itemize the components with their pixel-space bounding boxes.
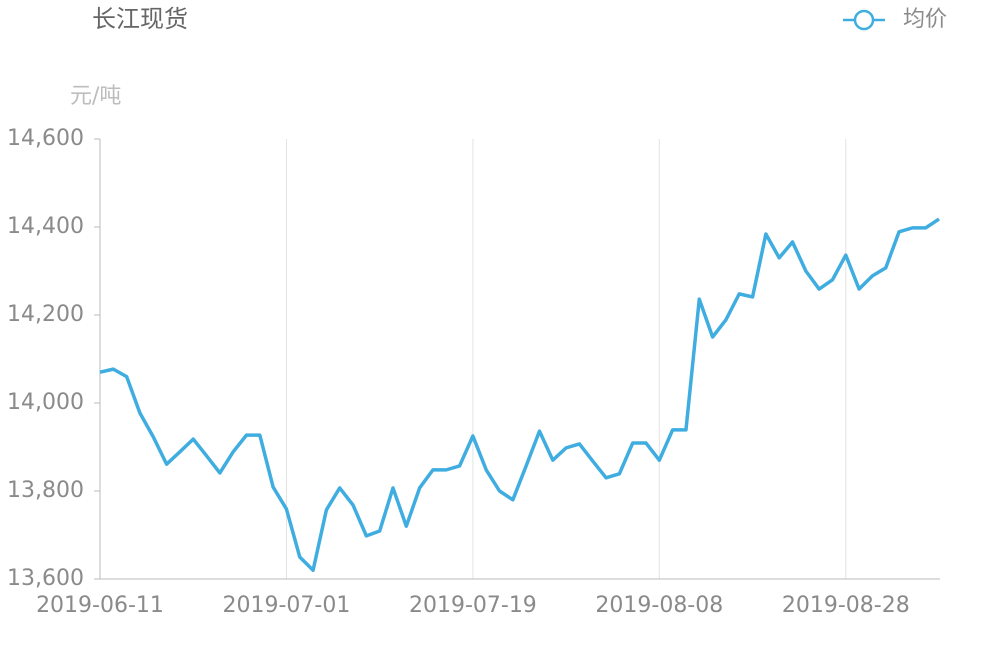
y-tick-label: 14,000 [7, 390, 84, 415]
legend-symbol [853, 9, 875, 31]
y-axis-unit: 元/吨 [70, 84, 121, 109]
x-tick-label: 2019-07-01 [223, 593, 351, 618]
legend-label: 均价 [903, 7, 947, 32]
y-tick-label: 14,400 [7, 214, 84, 239]
y-tick-label: 13,600 [7, 566, 84, 591]
x-tick-label: 2019-08-28 [782, 593, 910, 618]
y-tick-label: 14,200 [7, 302, 84, 327]
x-tick-label: 2019-07-19 [409, 593, 537, 618]
x-tick-label: 2019-06-11 [36, 593, 164, 618]
chart-title: 长江现货 [92, 5, 188, 33]
y-tick-label: 14,600 [7, 126, 84, 151]
y-tick-label: 13,800 [7, 478, 84, 503]
data-line [99, 217, 940, 572]
x-tick-label: 2019-08-08 [595, 593, 723, 618]
